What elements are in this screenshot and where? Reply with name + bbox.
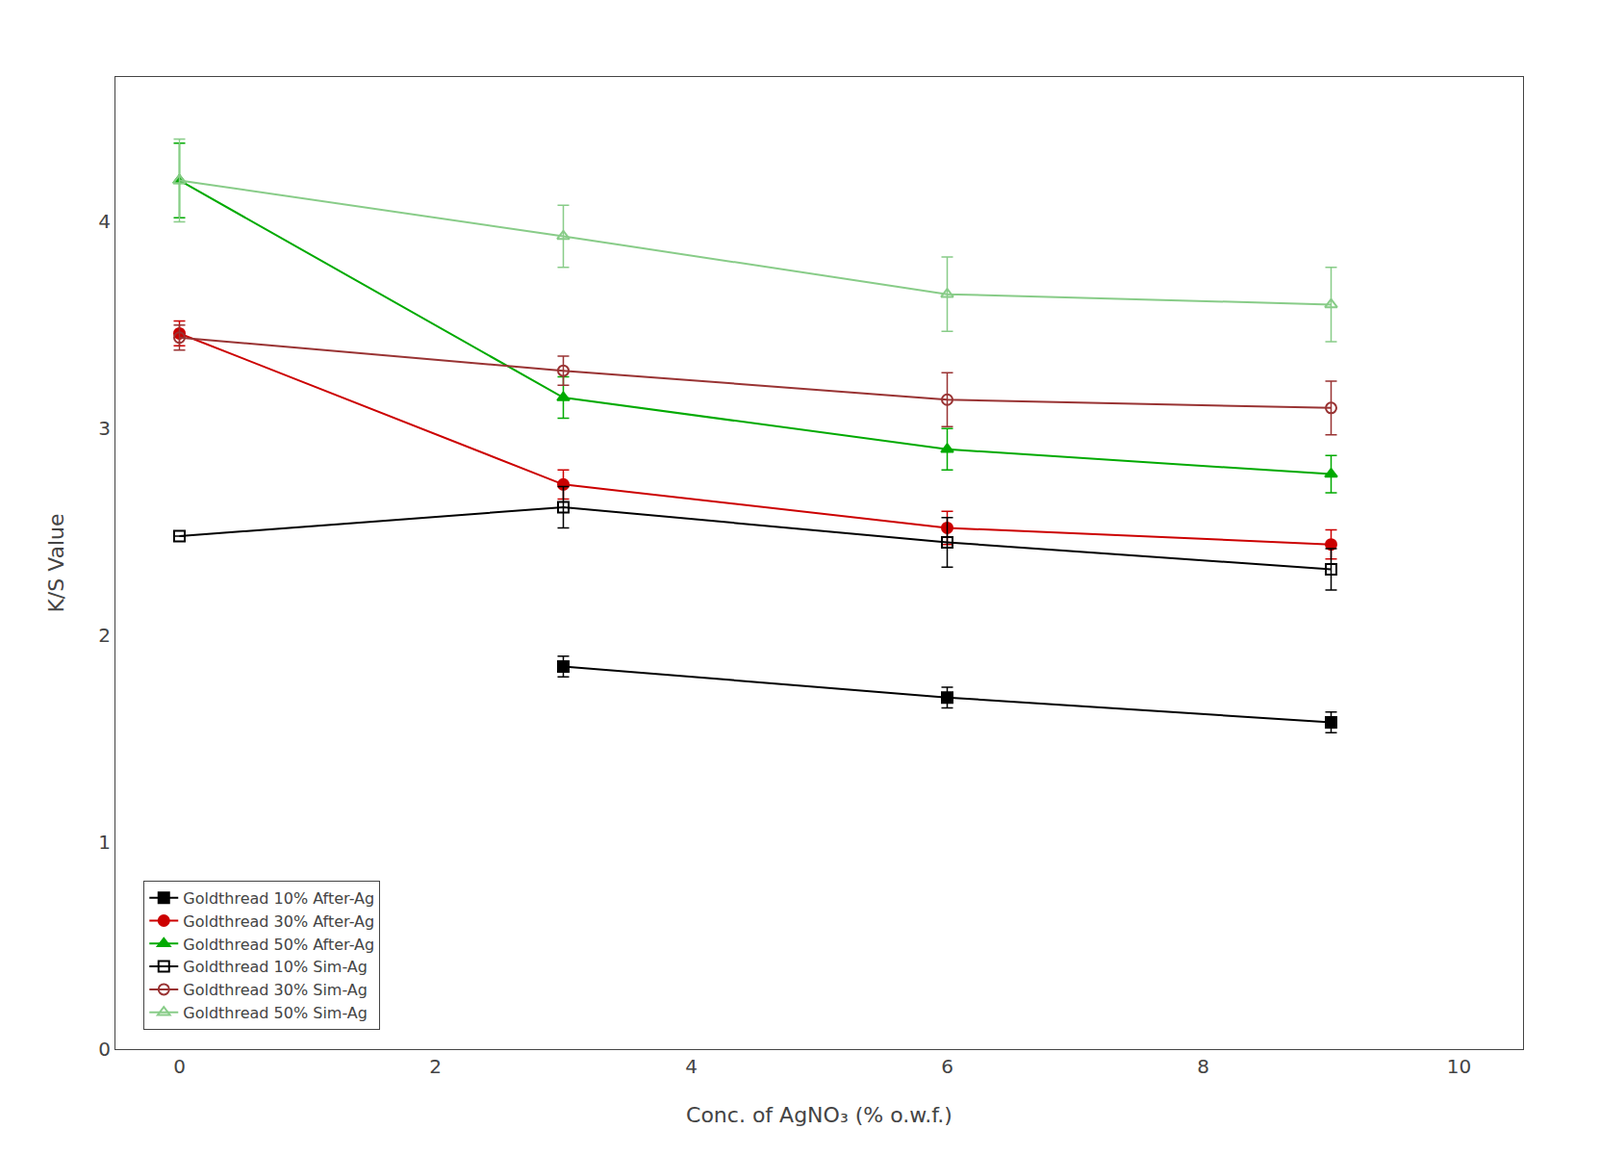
svg-text:6: 6 [940,1054,954,1078]
svg-text:8: 8 [1196,1054,1210,1078]
svg-text:3: 3 [98,416,111,440]
svg-text:10: 10 [1447,1054,1472,1078]
svg-text:0: 0 [173,1054,186,1078]
svg-text:2: 2 [429,1054,442,1078]
svg-text:Goldthread 10% After-Ag: Goldthread 10% After-Ag [182,888,375,908]
svg-text:Goldthread 50% Sim-Ag: Goldthread 50% Sim-Ag [182,1003,368,1022]
svg-text:Conc. of AgNO₃ (% o.w.f.): Conc. of AgNO₃ (% o.w.f.) [685,1102,953,1127]
svg-text:Goldthread 10% Sim-Ag: Goldthread 10% Sim-Ag [182,957,368,976]
svg-text:Goldthread 50% After-Ag: Goldthread 50% After-Ag [182,935,375,954]
svg-text:1: 1 [98,830,111,854]
svg-text:0: 0 [98,1037,111,1061]
svg-text:Goldthread 30% Sim-Ag: Goldthread 30% Sim-Ag [182,980,368,999]
svg-text:Goldthread 30% After-Ag: Goldthread 30% After-Ag [182,912,375,931]
svg-text:2: 2 [98,623,111,647]
svg-text:K/S Value: K/S Value [44,512,69,612]
svg-text:4: 4 [98,209,111,233]
svg-text:4: 4 [685,1054,698,1078]
